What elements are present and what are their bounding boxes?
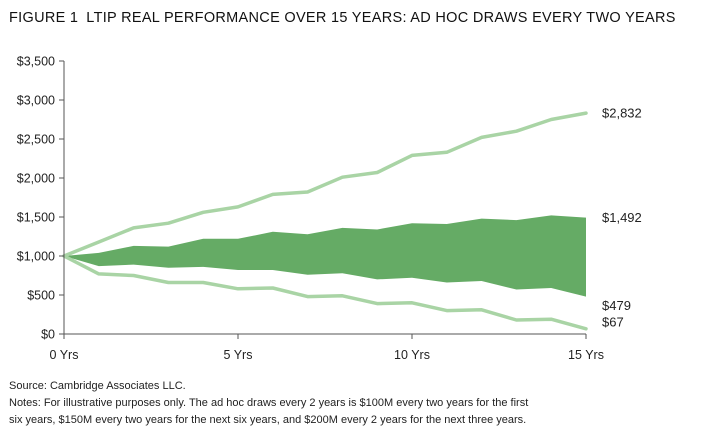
y-tick-label: $3,000	[17, 94, 55, 108]
end-label-lower: $67	[602, 314, 624, 329]
figure-title: FIGURE 1 LTIP REAL PERFORMANCE OVER 15 YE…	[9, 10, 676, 26]
band-layer	[64, 215, 586, 297]
x-tick-label: 10 Yrs	[394, 348, 430, 362]
labels-layer: $2,832 $1,492 $479$67	[602, 106, 642, 330]
end-label-band-top: $1,492	[602, 210, 642, 225]
end-label-upper: $2,832	[602, 106, 642, 121]
notes-line-2: six years, $150M every two years for the…	[9, 414, 527, 426]
band-area	[64, 215, 586, 297]
y-tick-label: $2,500	[17, 133, 55, 147]
y-tick-label: $1,500	[17, 211, 55, 225]
y-tick-label: $500	[27, 289, 55, 303]
series-line-lower	[62, 254, 588, 331]
figure-footer: Source: Cambridge Associates LLC. Notes:…	[9, 378, 528, 429]
y-tick-label: $2,000	[17, 172, 55, 186]
y-tick-label: $1,000	[17, 250, 55, 264]
notes-line-1: Notes: For illustrative purposes only. T…	[9, 397, 529, 409]
series-line-upper	[62, 111, 588, 258]
y-tick-label: $0	[41, 328, 55, 342]
source-note: Source: Cambridge Associates LLC.	[9, 380, 186, 392]
x-tick-label: 0 Yrs	[50, 348, 79, 362]
figure-number: FIGURE 1	[9, 10, 79, 26]
end-label-band-bottom: $479	[602, 298, 631, 313]
y-tick-label: $3,500	[17, 55, 55, 69]
x-tick-label: 15 Yrs	[568, 348, 604, 362]
axes-layer: $0 $500 $1,000 $1,500 $2,000 $2,500 $3,000 $3,5…	[17, 55, 604, 363]
lines-layer	[62, 111, 588, 331]
figure-title-text: LTIP REAL PERFORMANCE OVER 15 YEARS: AD …	[86, 10, 676, 26]
x-tick-label: 5 Yrs	[224, 348, 253, 362]
